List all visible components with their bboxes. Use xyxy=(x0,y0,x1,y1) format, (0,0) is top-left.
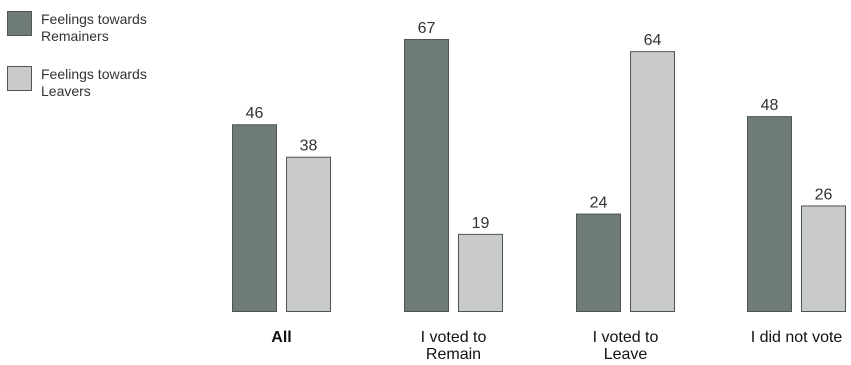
legend-label-2-line-2: Leavers xyxy=(41,83,91,99)
legend-label-1-line-1: Feelings towards xyxy=(41,11,147,27)
value-label-c3-s1: 24 xyxy=(590,195,608,212)
bar-c1-s1 xyxy=(232,124,277,312)
bar-c1-s2 xyxy=(286,156,331,312)
bar-c3-s1 xyxy=(576,213,621,312)
bar-c2-s2 xyxy=(458,233,503,312)
value-labels: 46 38 67 19 24 64 48 26 xyxy=(246,20,833,232)
value-label-c1-s1: 46 xyxy=(246,105,264,122)
category-label-3-line-2: Leave xyxy=(604,346,648,363)
value-label-c4-s1: 48 xyxy=(761,97,779,114)
category-label-3-line-1: I voted to xyxy=(593,329,659,346)
value-label-c1-s2: 38 xyxy=(300,138,318,155)
category-label-2-line-1: I voted to xyxy=(421,329,487,346)
value-label-c2-s1: 67 xyxy=(418,20,436,37)
value-label-c2-s2: 19 xyxy=(472,215,490,232)
bar-c2-s1 xyxy=(404,38,449,312)
bar-c4-s1 xyxy=(747,116,792,313)
bar-c3-s2 xyxy=(630,51,675,312)
bars xyxy=(232,38,846,313)
value-label-c3-s2: 64 xyxy=(644,32,662,49)
bar-c4-s2 xyxy=(801,205,846,312)
category-label-2-line-2: Remain xyxy=(426,346,481,363)
category-label-1-line-1: All xyxy=(271,329,291,346)
legend-swatch-2 xyxy=(7,66,32,91)
category-label-4-line-1: I did not vote xyxy=(751,329,843,346)
legend-swatch-1 xyxy=(7,11,32,36)
legend-label-1-line-2: Remainers xyxy=(41,28,109,44)
legend-label-2-line-1: Feelings towards xyxy=(41,66,147,82)
value-label-c4-s2: 26 xyxy=(815,186,833,203)
